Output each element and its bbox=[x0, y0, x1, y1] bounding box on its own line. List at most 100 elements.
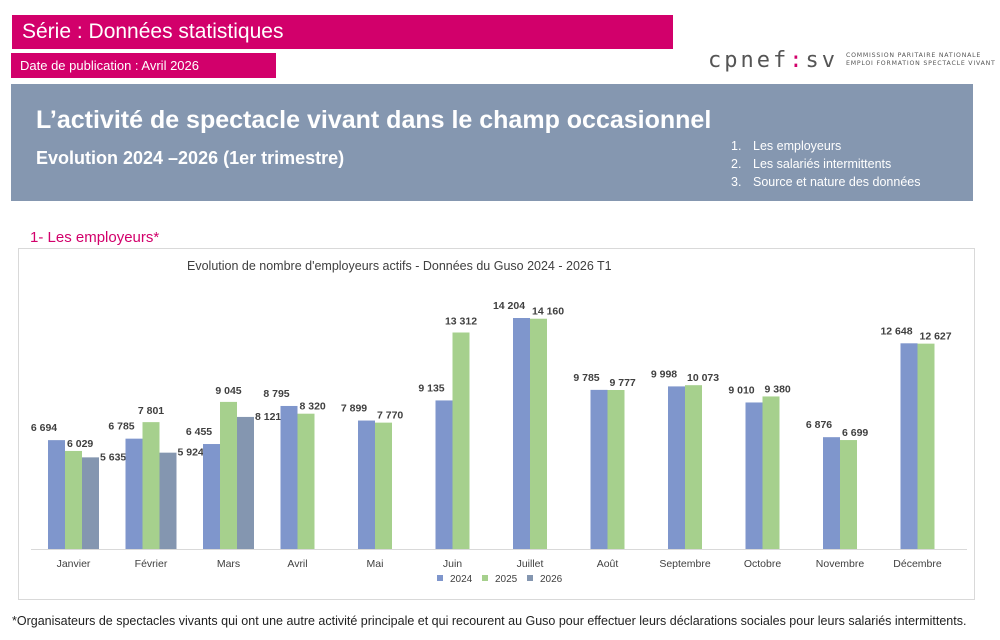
legend-label-2024: 2024 bbox=[450, 574, 473, 585]
x-tick-label: Mars bbox=[217, 558, 240, 570]
cpnefsv-logo: cpnef:sv COMMISSION PARITAIRE NATIONALE … bbox=[708, 46, 996, 74]
logo-tagline-2: EMPLOI FORMATION SPECTACLE VIVANT bbox=[845, 60, 996, 67]
bar-2024-juillet bbox=[513, 318, 530, 549]
data-label: 7 801 bbox=[138, 405, 164, 417]
data-label: 12 648 bbox=[880, 325, 912, 337]
bar-2024-août bbox=[590, 389, 608, 549]
data-label: 9 380 bbox=[765, 383, 791, 395]
data-label: 8 320 bbox=[300, 401, 326, 413]
legend-swatch-2026 bbox=[527, 575, 533, 581]
bar-2024-février bbox=[125, 438, 143, 549]
toc-item[interactable]: 3. Source et nature des données bbox=[731, 173, 920, 191]
bar-2025-mars bbox=[220, 401, 237, 549]
publication-date-banner: Date de publication : Avril 2026 bbox=[11, 53, 276, 78]
legend-label-2025: 2025 bbox=[495, 574, 518, 585]
legend-swatch-2024 bbox=[437, 575, 443, 581]
data-label: 10 073 bbox=[687, 372, 719, 384]
bar-2025-décembre bbox=[917, 343, 935, 549]
bar-2024-octobre bbox=[745, 402, 763, 549]
x-tick-label: Janvier bbox=[57, 558, 91, 570]
bar-2026-mars bbox=[237, 416, 254, 549]
data-label: 6 785 bbox=[108, 421, 134, 433]
series-title: Série : Données statistiques bbox=[22, 20, 284, 43]
x-tick-label: Août bbox=[597, 558, 619, 570]
logo-colon: : bbox=[789, 47, 806, 73]
toc-label: Les salariés intermittents bbox=[753, 157, 892, 171]
x-tick-label: Décembre bbox=[893, 558, 942, 570]
data-label: 9 998 bbox=[651, 368, 677, 380]
bar-2024-décembre bbox=[900, 343, 918, 549]
bar-2025-février bbox=[142, 422, 160, 549]
bar-2024-septembre bbox=[668, 386, 685, 549]
data-label: 7 770 bbox=[377, 410, 403, 422]
bar-2024-mai bbox=[358, 420, 375, 549]
chart-container: Evolution de nombre d'employeurs actifs … bbox=[18, 248, 975, 600]
data-label: 6 699 bbox=[842, 427, 868, 439]
x-tick-label: Novembre bbox=[816, 558, 865, 570]
data-label: 6 876 bbox=[806, 419, 832, 431]
logo-word-left: cpnef bbox=[708, 47, 790, 73]
data-label: 9 010 bbox=[728, 384, 754, 396]
toc-number: 2. bbox=[731, 157, 742, 171]
data-label: 8 795 bbox=[263, 388, 289, 400]
x-tick-label: Mai bbox=[367, 558, 384, 570]
series-banner: Série : Données statistiques bbox=[12, 15, 673, 49]
toc-number: 1. bbox=[731, 139, 742, 153]
data-label: 7 899 bbox=[341, 403, 367, 415]
x-tick-label: Octobre bbox=[744, 558, 782, 570]
bar-2025-janvier bbox=[65, 450, 82, 549]
chart-title: Evolution de nombre d'employeurs actifs … bbox=[187, 259, 612, 273]
data-label: 6 029 bbox=[67, 438, 93, 450]
data-label: 6 694 bbox=[31, 422, 57, 434]
x-tick-label: Juin bbox=[443, 558, 462, 570]
bar-2025-septembre bbox=[685, 385, 702, 549]
toc-label: Les employeurs bbox=[753, 139, 842, 153]
page-title: L’activité de spectacle vivant dans le c… bbox=[36, 106, 712, 134]
x-tick-label: Juillet bbox=[517, 558, 544, 570]
data-label: 9 777 bbox=[610, 377, 636, 389]
logo-wordmark: cpnef:sv bbox=[708, 48, 838, 73]
data-label: 6 455 bbox=[186, 426, 212, 438]
logo-tagline-1: COMMISSION PARITAIRE NATIONALE bbox=[845, 52, 982, 59]
x-tick-label: Septembre bbox=[659, 558, 711, 570]
section-heading: 1- Les employeurs* bbox=[30, 229, 160, 246]
x-tick-label: Avril bbox=[287, 558, 307, 570]
publication-date: Date de publication : Avril 2026 bbox=[20, 58, 199, 73]
bar-2024-avril bbox=[280, 405, 298, 549]
bar-2024-juin bbox=[435, 400, 453, 549]
data-label: 5 924 bbox=[178, 447, 204, 459]
bar-2026-février bbox=[159, 452, 177, 549]
footnote: *Organisateurs de spectacles vivants qui… bbox=[12, 614, 967, 628]
logo-word-right: sv bbox=[805, 47, 838, 73]
toc-item[interactable]: 2. Les salariés intermittents bbox=[731, 155, 920, 173]
toc-number: 3. bbox=[731, 175, 742, 189]
data-label: 8 121 bbox=[255, 411, 281, 423]
bar-chart: 6 694 6 029 5 635 Janvier 6 785 7 801 5 924 Fév… bbox=[31, 300, 967, 585]
toc-item[interactable]: 1. Les employeurs bbox=[731, 137, 920, 155]
logo-tagline: COMMISSION PARITAIRE NATIONALE EMPLOI FO… bbox=[846, 52, 996, 68]
data-label: 9 135 bbox=[418, 382, 444, 394]
bar-2025-novembre bbox=[840, 440, 857, 549]
bar-2024-janvier bbox=[48, 440, 65, 549]
bar-2025-mai bbox=[375, 422, 392, 549]
data-label: 14 160 bbox=[532, 306, 564, 318]
bar-2025-juin bbox=[452, 332, 470, 549]
data-label: 9 785 bbox=[573, 372, 599, 384]
data-label: 5 635 bbox=[100, 451, 126, 463]
data-label: 9 045 bbox=[215, 385, 241, 397]
data-label: 12 627 bbox=[920, 331, 952, 343]
bar-2025-octobre bbox=[762, 396, 780, 549]
legend-swatch-2025 bbox=[482, 575, 488, 581]
toc-label: Source et nature des données bbox=[753, 175, 921, 189]
bar-2024-novembre bbox=[823, 437, 840, 549]
bar-2026-janvier bbox=[82, 457, 99, 549]
legend-label-2026: 2026 bbox=[540, 574, 563, 585]
page-subtitle: Evolution 2024 –2026 (1er trimestre) bbox=[36, 148, 345, 168]
bar-2024-mars bbox=[203, 444, 220, 549]
bar-2025-avril bbox=[297, 413, 315, 549]
data-label: 14 204 bbox=[493, 300, 525, 312]
table-of-contents: 1. Les employeurs 2. Les salariés intermit… bbox=[731, 137, 920, 191]
title-box: L’activité de spectacle vivant dans le c… bbox=[11, 84, 973, 201]
bar-2025-août bbox=[607, 389, 625, 549]
x-tick-label: Février bbox=[135, 558, 168, 570]
